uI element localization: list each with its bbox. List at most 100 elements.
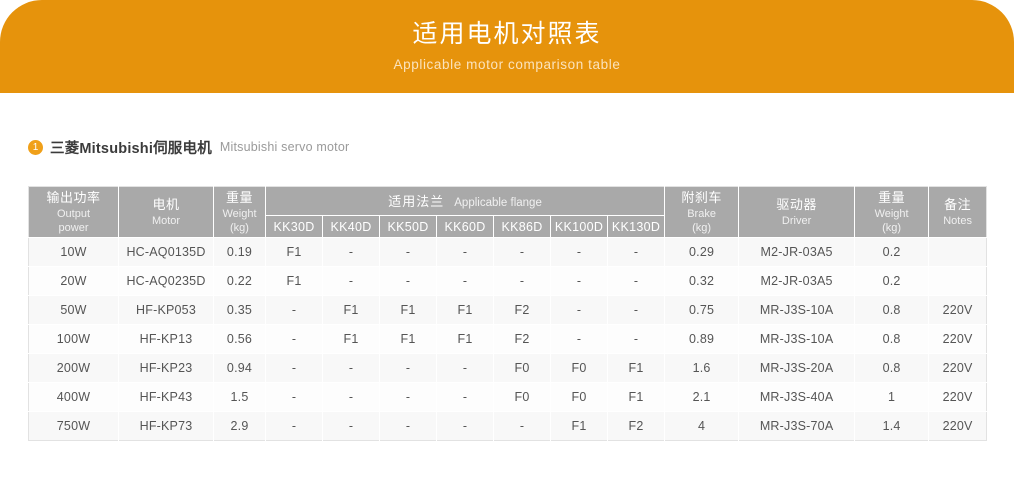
col-brake: 附刹车 Brake (kg) — [664, 186, 740, 239]
cell-flange-kk60d: - — [436, 237, 494, 268]
cell-brake: 0.29 — [664, 237, 740, 268]
cell-flange-kk40d: - — [322, 266, 380, 297]
number-badge-icon: 1 — [28, 139, 43, 155]
col-flange-kk50d: KK50D — [379, 215, 437, 239]
cell-output-power: 50W — [28, 295, 119, 326]
cell-flange-kk100d: - — [550, 237, 608, 268]
cell-weight: 0.19 — [213, 237, 266, 268]
cell-flange-kk86d: F2 — [493, 324, 551, 355]
table-row: 20W HC-AQ0235D 0.22 F1- - - - - -0.32 M2-JR-03A5 0… — [28, 266, 987, 297]
cell-output-power: 10W — [28, 237, 119, 268]
cell-flange-kk100d: F1 — [550, 411, 608, 441]
section-heading: 1 三菱Mitsubishi伺服电机 Mitsubishi servo moto… — [28, 136, 349, 158]
col-output-power-en-2: power — [58, 221, 89, 234]
cell-output-power: 100W — [28, 324, 119, 355]
col-motor-cn: 电机 — [152, 197, 180, 213]
cell-weight: 2.9 — [213, 411, 266, 441]
table-row: 750W HF-KP73 2.9- - - - - F1 F2 4 MR-J3S-70A 1.4 220… — [28, 411, 987, 441]
col-notes-cn: 备注 — [944, 197, 972, 213]
cell-motor: HF-KP73 — [118, 411, 214, 441]
cell-weight: 0.94 — [213, 353, 266, 384]
cell-motor: HF-KP23 — [118, 353, 214, 384]
cell-flange-kk50d: - — [379, 353, 437, 384]
page-title: 适用电机对照表 — [412, 19, 602, 48]
cell-flange-kk100d: F0 — [550, 353, 608, 384]
cell-flange-kk60d: - — [436, 382, 494, 413]
cell-motor: HF-KP053 — [118, 295, 214, 326]
cell-weight2: 1 — [854, 382, 930, 413]
col-flange-group-cn: 适用法兰 — [388, 194, 445, 210]
cell-driver: MR-J3S-70A — [738, 411, 856, 441]
page-banner: 适用电机对照表 Applicable motor comparison tabl… — [0, 0, 1014, 93]
cell-flange-kk86d: - — [493, 266, 551, 297]
col-brake-cn: 附刹车 — [681, 190, 722, 205]
table-row: 50W HF-KP053 0.35- F1 F1 F1 F2- -0.75 MR-J3S-10A… — [28, 295, 987, 326]
cell-flange-kk30d: - — [265, 411, 323, 441]
cell-brake: 1.6 — [664, 353, 740, 384]
cell-output-power: 750W — [28, 411, 119, 441]
cell-flange-kk60d: F1 — [436, 295, 494, 326]
table-row: 200W HF-KP23 0.94- - - - F0 F0 F1 1.6 MR-J3S-20A 0.… — [28, 353, 987, 384]
cell-flange-kk50d: F1 — [379, 295, 437, 326]
cell-driver: M2-JR-03A5 — [738, 266, 856, 297]
cell-flange-kk30d: - — [265, 324, 323, 355]
cell-motor: HF-KP13 — [118, 324, 214, 355]
col-weight2-unit: (kg) — [882, 221, 902, 234]
cell-weight: 0.56 — [213, 324, 266, 355]
cell-driver: MR-J3S-10A — [738, 295, 856, 326]
col-weight-unit: (kg) — [230, 221, 249, 234]
col-weight2-en: Weight — [874, 207, 909, 220]
cell-brake: 0.75 — [664, 295, 740, 326]
col-weight2-cn: 重量 — [878, 190, 906, 205]
motor-comparison-table: 输出功率 Output power 电机 Motor 重量 Weight (kg… — [28, 186, 988, 442]
cell-flange-kk30d: - — [265, 295, 323, 326]
cell-flange-kk50d: - — [379, 237, 437, 268]
col-weight: 重量 Weight (kg) — [213, 186, 266, 239]
cell-flange-kk100d: F0 — [550, 382, 608, 413]
col-weight-cn: 重量 — [225, 190, 253, 205]
cell-flange-kk50d: - — [379, 382, 437, 413]
table-header: 输出功率 Output power 电机 Motor 重量 Weight (kg… — [28, 186, 987, 239]
cell-notes: 220V — [928, 324, 987, 355]
cell-flange-kk30d: F1 — [265, 266, 323, 297]
cell-flange-kk130d: - — [607, 237, 666, 268]
cell-notes: 220V — [928, 382, 987, 413]
col-brake-en: Brake — [687, 207, 716, 220]
table-row: 400W HF-KP43 1.5- - - - F0 F0 F1 2.1 MR-J3S-40A 1 22… — [28, 382, 987, 413]
cell-flange-kk50d: F1 — [379, 324, 437, 355]
cell-flange-kk30d: - — [265, 382, 323, 413]
cell-notes — [928, 237, 987, 268]
cell-brake: 0.32 — [664, 266, 740, 297]
cell-flange-kk60d: F1 — [436, 324, 494, 355]
cell-output-power: 20W — [28, 266, 119, 297]
cell-flange-kk40d: - — [322, 353, 380, 384]
cell-flange-kk60d: - — [436, 411, 494, 441]
cell-driver: MR-J3S-10A — [738, 324, 856, 355]
cell-brake: 4 — [664, 411, 740, 441]
cell-flange-kk130d: F1 — [607, 382, 666, 413]
cell-flange-kk86d: F2 — [493, 295, 551, 326]
cell-weight2: 0.8 — [854, 324, 930, 355]
cell-weight2: 0.2 — [854, 266, 930, 297]
col-flange-kk40d: KK40D — [322, 215, 380, 239]
cell-output-power: 200W — [28, 353, 119, 384]
col-motor: 电机 Motor — [118, 186, 214, 239]
cell-driver: M2-JR-03A5 — [738, 237, 856, 268]
col-flange-kk60d: KK60D — [436, 215, 494, 239]
col-weight-en: Weight — [222, 207, 257, 220]
col-notes: 备注 Notes — [928, 186, 987, 239]
cell-weight2: 0.8 — [854, 295, 930, 326]
col-driver-en: Driver — [781, 214, 812, 227]
cell-flange-kk40d: F1 — [322, 324, 380, 355]
cell-flange-kk130d: F1 — [607, 353, 666, 384]
cell-motor: HC-AQ0235D — [118, 266, 214, 297]
table-body: 10W HC-AQ0135D 0.19 F1- - - - - -0.29 M2-JR-03A5 0… — [28, 237, 987, 441]
cell-brake: 0.89 — [664, 324, 740, 355]
cell-weight2: 0.8 — [854, 353, 930, 384]
cell-output-power: 400W — [28, 382, 119, 413]
table-row: 10W HC-AQ0135D 0.19 F1- - - - - -0.29 M2-JR-03A5 0… — [28, 237, 987, 268]
cell-flange-kk30d: - — [265, 353, 323, 384]
cell-driver: MR-J3S-40A — [738, 382, 856, 413]
cell-flange-kk130d: - — [607, 324, 666, 355]
col-group-applicable-flange: 适用法兰 Applicable flange — [265, 186, 666, 217]
